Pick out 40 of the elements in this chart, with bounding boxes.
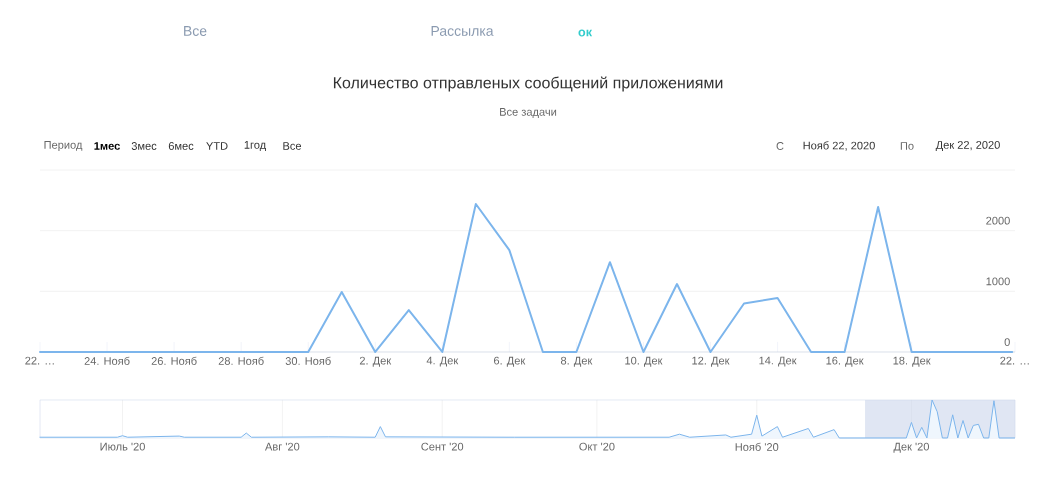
x-tick-label: 2. Дек [359,356,392,367]
text: Рассылка [431,26,494,36]
text: 1год [244,141,266,151]
text: Нояб 22, 2020 [803,141,875,151]
text: С [776,142,784,150]
x-tick-label: Нояб '20 [735,442,779,451]
x-tick-label: 26. Нояб [151,356,197,365]
x-tick-label: Окт '20 [579,442,615,451]
y-tick-label: 0 [1004,338,1010,346]
x-tick-label: 22. … [25,356,54,365]
text: Все [184,26,207,36]
x-tick-label: Сент '20 [421,442,464,451]
y-tick-label: 2000 [986,216,1010,225]
x-tick-label: Дек '20 [893,442,930,453]
text: 3мес [131,142,157,150]
x-tick-label: 4. Дек [426,356,459,367]
text: 6мес [168,142,194,150]
x-tick-label: Июль '20 [100,442,145,451]
text: Все [283,142,302,150]
x-tick-label: 30. Нояб [285,356,331,365]
x-tick-label: 28. Нояб [218,356,264,365]
x-tick-label: 10. Дек [625,356,663,367]
chart-title: Количество отправленых сообщений приложениями [333,76,723,92]
x-tick-label: 22. … [1000,356,1029,365]
text: YTD [206,142,228,150]
text: ок [578,29,593,37]
x-tick-label: 14. Дек [759,356,797,367]
x-tick-label: 12. Дек [692,356,730,367]
x-tick-label: 6. Дек [494,356,526,367]
text: По [900,142,914,150]
x-tick-label: Авг '20 [264,442,300,451]
y-tick-label: 1000 [986,277,1010,286]
x-tick-label: 24. Нояб [84,356,130,365]
x-tick-label: 8. Дек [560,356,593,367]
text: Период [44,141,83,151]
text: 1мес [94,142,120,150]
text: Дек 22, 2020 [935,141,1000,151]
x-tick-label: 16. Дек [826,356,864,367]
chart-subtitle: Все задачи [500,108,557,118]
x-tick-label: 18. Дек [893,356,931,367]
